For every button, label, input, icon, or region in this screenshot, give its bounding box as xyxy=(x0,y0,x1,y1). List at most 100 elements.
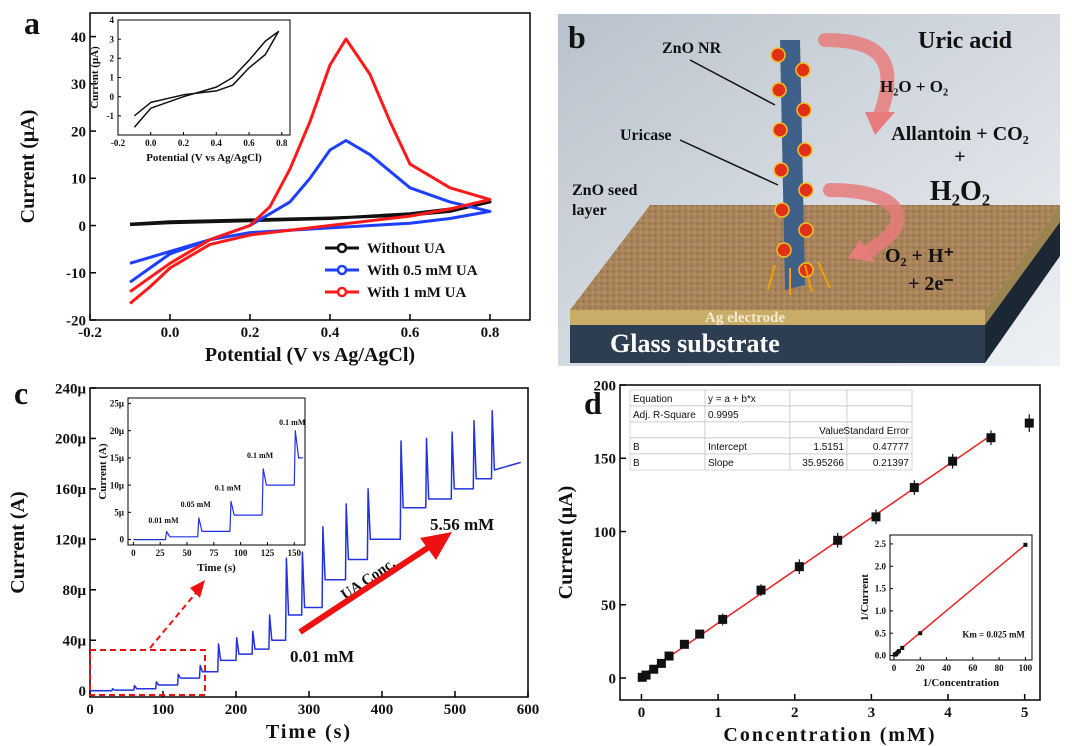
annotation: 0.01 mM xyxy=(148,516,179,525)
y-axis-label: 1/Current xyxy=(859,574,871,621)
table-text: Standard Error xyxy=(843,426,909,437)
x-tick-label: 200 xyxy=(225,702,248,718)
y-tick-label: -10 xyxy=(66,266,86,282)
x-axis-label: Time (s) xyxy=(197,562,236,574)
x-tick-label: -0.2 xyxy=(111,138,126,148)
data-point xyxy=(948,457,957,466)
x-tick-label: 2 xyxy=(791,705,799,721)
table-text: 35.95266 xyxy=(802,458,844,469)
y-tick-label: 2.5 xyxy=(875,539,887,549)
annotation: 5.56 mM xyxy=(430,515,494,534)
x-tick-label: 0.6 xyxy=(243,138,255,148)
legend-marker xyxy=(338,266,346,274)
diagram-label: O₂ + H⁺ xyxy=(885,245,954,267)
table-text: y = a + b*x xyxy=(708,394,756,405)
data-point xyxy=(695,630,704,639)
table-text: Value xyxy=(819,426,844,437)
x-tick-label: 75 xyxy=(209,548,219,558)
x-tick-label: 0.0 xyxy=(161,325,180,341)
y-tick-label: 0 xyxy=(79,219,87,235)
y-tick-label: 5μ xyxy=(114,507,124,517)
diagram-label: + 2e⁻ xyxy=(908,273,954,295)
data-point xyxy=(649,665,658,674)
diagram-label: Uricase xyxy=(620,127,672,144)
annotation: 0.1 mM xyxy=(247,451,274,460)
y-tick-label: 20μ xyxy=(110,426,124,436)
data-point xyxy=(757,586,766,595)
table-text: B xyxy=(633,458,640,469)
y-tick-label: 0 xyxy=(609,671,617,687)
y-tick-label: 2 xyxy=(110,53,115,63)
data-point xyxy=(910,483,919,492)
data-point xyxy=(871,512,880,521)
x-tick-label: 0.8 xyxy=(481,325,500,341)
data-point xyxy=(642,671,651,680)
table-cell xyxy=(630,438,705,454)
x-tick-label: 125 xyxy=(261,548,275,558)
table-text: 0.21397 xyxy=(873,458,910,469)
table-cell xyxy=(630,454,705,470)
y-tick-label: 1.5 xyxy=(875,584,887,594)
y-tick-label: 40μ xyxy=(62,633,86,649)
data-point xyxy=(986,433,995,442)
y-tick-label: 0 xyxy=(110,92,115,102)
annotation: 0.05 mM xyxy=(181,500,212,509)
panel-label: b xyxy=(568,19,586,55)
diagram-label: Glass substrate xyxy=(610,329,780,358)
x-tick-label: 0 xyxy=(86,702,94,718)
diagram-label: Allantoin + CO₂ xyxy=(891,123,1028,145)
diagram-label: + xyxy=(954,146,965,168)
y-tick-label: 15μ xyxy=(110,453,124,463)
legend-label: With 0.5 mM UA xyxy=(367,263,478,279)
x-tick-label: 40 xyxy=(942,663,952,673)
x-tick-label: 0.4 xyxy=(211,138,223,148)
panel-label: a xyxy=(24,5,40,41)
annotation: Km = 0.025 mM xyxy=(962,630,1025,640)
figure: b ZnO NR Uric acid H₂O + O₂ Uricase Alla… xyxy=(0,0,1072,746)
data-point xyxy=(665,652,674,661)
diagram-label: ZnO NR xyxy=(662,40,722,57)
x-tick-label: 100 xyxy=(1019,663,1033,673)
data-point xyxy=(833,536,842,545)
diagram-label: Ag electrode xyxy=(705,310,785,326)
legend-marker xyxy=(338,244,346,252)
diagram-label: H₂O₂ xyxy=(930,176,990,207)
y-tick-label: 160μ xyxy=(55,482,87,498)
x-tick-label: 25 xyxy=(156,548,166,558)
x-axis-label: Time (s) xyxy=(266,721,352,743)
data-point xyxy=(657,659,666,668)
table-cell xyxy=(705,422,790,438)
legend-label: Without UA xyxy=(367,241,446,257)
table-cell xyxy=(630,422,705,438)
x-tick-label: 60 xyxy=(968,663,978,673)
diagram-label: ZnO seed xyxy=(572,182,637,199)
diagram-panel: b ZnO NR Uric acid H₂O + O₂ Uricase Alla… xyxy=(558,14,1060,366)
data-point xyxy=(918,631,922,635)
diagram-label: Uric acid xyxy=(918,28,1013,54)
y-tick-label: 1.0 xyxy=(875,606,887,616)
y-tick-label: 2.0 xyxy=(875,561,887,571)
y-tick-label: 20 xyxy=(71,124,86,140)
x-tick-label: 4 xyxy=(944,705,952,721)
table-cell xyxy=(847,406,912,422)
y-tick-label: 200μ xyxy=(55,432,87,448)
y-axis-label: Current (μA) xyxy=(555,486,577,600)
y-tick-label: 240μ xyxy=(55,381,87,397)
plot-frame xyxy=(118,20,290,135)
legend-marker xyxy=(338,288,346,296)
y-tick-label: 0.5 xyxy=(875,628,887,638)
annotation: 0.01 mM xyxy=(290,647,354,666)
x-tick-label: 0 xyxy=(892,663,897,673)
x-tick-label: 5 xyxy=(1021,705,1029,721)
data-point xyxy=(893,653,897,657)
x-tick-label: 0.0 xyxy=(145,138,157,148)
y-tick-label: 50 xyxy=(601,598,616,614)
y-tick-label: 10 xyxy=(71,172,86,188)
x-tick-label: 0 xyxy=(131,548,136,558)
y-tick-label: 100 xyxy=(594,525,617,541)
data-point xyxy=(1025,419,1034,428)
panel-label: c xyxy=(14,375,28,411)
plot-frame xyxy=(890,535,1032,660)
x-axis-label: 1/Concentration xyxy=(923,677,999,689)
y-tick-label: 10μ xyxy=(110,480,124,490)
